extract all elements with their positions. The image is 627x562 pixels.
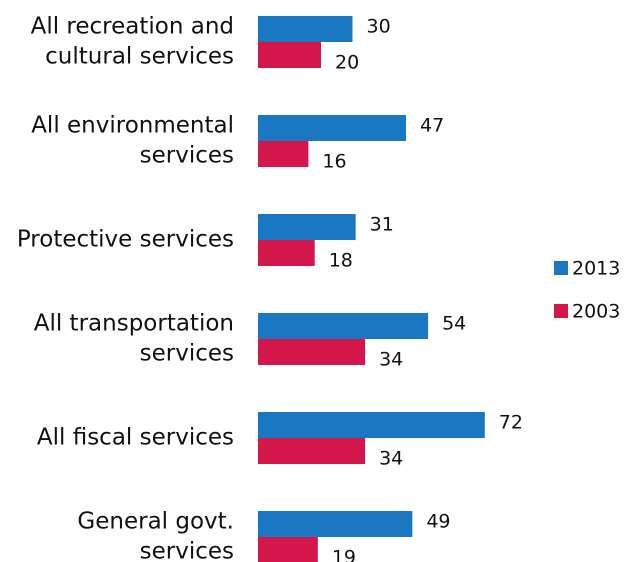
value-label-2003-4: 34 — [379, 448, 403, 470]
value-label-2003-5: 19 — [332, 547, 356, 562]
bar-2003-5 — [258, 537, 318, 562]
category-label-1-line-0: All environmental — [31, 113, 234, 139]
bars-layer — [258, 16, 485, 562]
value-label-2013-5: 49 — [426, 511, 450, 533]
bar-2013-4 — [258, 412, 485, 438]
bar-2003-1 — [258, 141, 309, 167]
category-label-3-line-0: All transportation — [34, 311, 234, 337]
category-label-1-line-1: services — [140, 143, 234, 169]
value-label-2003-2: 18 — [329, 250, 353, 272]
bar-2013-2 — [258, 214, 356, 240]
bar-2013-1 — [258, 115, 407, 141]
legend: 2013 2003 — [554, 258, 620, 323]
value-label-2013-0: 30 — [367, 16, 391, 38]
category-label-5-line-0: General govt. — [77, 509, 234, 535]
legend-label-2013: 2013 — [572, 258, 620, 280]
legend-label-2003: 2003 — [572, 301, 620, 323]
bar-2013-0 — [258, 16, 353, 42]
legend-swatch-2003 — [554, 304, 568, 318]
value-labels: 30 20 47 16 31 18 54 34 72 34 49 19 — [322, 16, 523, 562]
bar-2003-2 — [258, 240, 315, 266]
category-label-0-line-0: All recreation and — [31, 14, 234, 40]
bar-2003-4 — [258, 438, 366, 464]
value-label-2003-0: 20 — [335, 52, 359, 74]
value-label-2013-2: 31 — [370, 214, 394, 236]
category-labels: All recreation and cultural services All e… — [17, 14, 234, 562]
value-label-2013-3: 54 — [442, 313, 466, 335]
legend-swatch-2013 — [554, 261, 568, 275]
bar-2013-3 — [258, 313, 429, 339]
category-label-0-line-1: cultural services — [45, 44, 234, 70]
category-label-4-line-0: All fiscal services — [37, 425, 234, 451]
value-label-2003-1: 16 — [322, 151, 346, 173]
value-label-2013-1: 47 — [420, 115, 444, 137]
bar-2003-3 — [258, 339, 366, 365]
bar-2003-0 — [258, 42, 321, 68]
category-label-5-line-1: services — [140, 539, 234, 562]
value-label-2003-3: 34 — [379, 349, 403, 371]
bar-2013-5 — [258, 511, 413, 537]
category-label-2-line-0: Protective services — [17, 227, 234, 253]
value-label-2013-4: 72 — [499, 412, 523, 434]
category-label-3-line-1: services — [140, 341, 234, 367]
